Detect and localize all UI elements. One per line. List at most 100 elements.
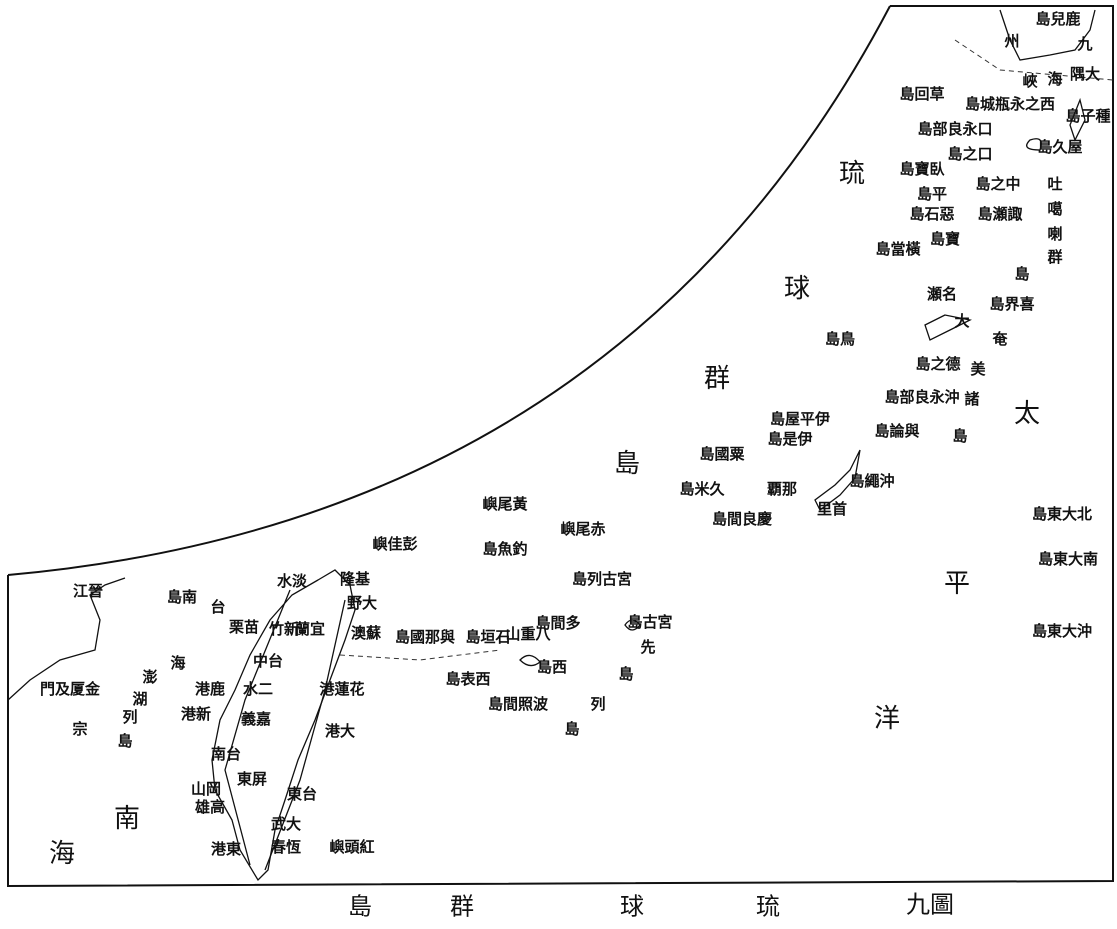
labels: 島兒鹿州 九峽海隅大島回草島城瓶永之西島子種島部良永口島之口 島久屋島寶臥島之中 吐島…: [40, 10, 1111, 921]
caption: 琉: [756, 893, 780, 921]
coastlines: [7, 9, 1096, 882]
region-label: 島: [614, 449, 640, 479]
place-label: 島兒鹿: [1035, 10, 1080, 28]
place-label: 島論與: [874, 422, 919, 440]
place-label: 港東: [211, 840, 241, 858]
region-label: 群: [704, 364, 730, 394]
region-label: 海: [49, 839, 75, 869]
place-label: 島: [1014, 265, 1029, 283]
place-label: 島間多: [535, 614, 580, 632]
caption: 球: [620, 893, 644, 921]
place-label: 奄: [991, 330, 1008, 348]
place-label: 水淡: [277, 572, 308, 590]
place-label: 武大: [271, 815, 301, 833]
place-label: 中台: [253, 652, 283, 670]
place-label: 島石惡: [909, 205, 954, 223]
place-label: 島表西: [445, 670, 490, 688]
place-label: 島古宮: [627, 613, 672, 631]
place-label: 竹新: [268, 620, 299, 638]
place-label: 島界喜: [989, 295, 1034, 313]
place-label: 南台: [211, 745, 241, 763]
place-label: 峽: [1022, 72, 1038, 90]
place-label: 島部良永口: [917, 120, 992, 138]
place-label: 島當橫: [875, 240, 920, 258]
place-label: 江晉: [73, 582, 103, 600]
region-label: 球: [784, 274, 810, 304]
place-label: 列: [122, 708, 137, 726]
frame: [7, 5, 1114, 888]
place-label: 栗苗: [229, 618, 259, 636]
place-label: 島之中: [975, 175, 1020, 193]
place-label: 東屏: [237, 770, 267, 788]
place-label: 島間照波: [488, 695, 549, 713]
place-label: 瀬名: [927, 285, 957, 303]
region-label: 平: [944, 569, 970, 599]
place-label: 吐: [1047, 175, 1062, 193]
place-label: 島之口: [947, 145, 992, 163]
place-label: 港蓮花: [319, 680, 364, 698]
place-label: 嶼尾黃: [482, 495, 527, 513]
place-label: 島是伊: [767, 430, 812, 448]
place-label: 島垣石: [465, 628, 510, 646]
place-label: 群: [1047, 248, 1062, 266]
place-label: 島南: [167, 588, 197, 606]
place-label: 島瀬諏: [977, 205, 1022, 223]
region-label: 太: [1014, 399, 1040, 429]
place-label: 海: [1047, 70, 1062, 88]
place-label: 島寶臥: [899, 160, 945, 178]
place-label: 大: [954, 312, 969, 330]
place-label: 嶼頭紅: [329, 838, 374, 856]
place-label: 港新: [181, 705, 211, 723]
place-label: 島東大沖: [1032, 622, 1092, 640]
place-label: 隅大: [1070, 65, 1100, 83]
place-label: 島: [618, 665, 633, 683]
place-label: 島屋平伊: [770, 410, 830, 428]
place-label: 島魚釣: [482, 540, 527, 558]
place-label: 港大: [325, 722, 355, 740]
place-label: 台: [210, 598, 225, 616]
place-label: 蘭宜: [295, 620, 325, 638]
place-label: 島東大北: [1032, 505, 1092, 523]
boundaries: [339, 39, 1114, 661]
place-label: 澎: [142, 668, 157, 686]
caption: 九圖: [906, 891, 954, 919]
place-label: 雄高: [194, 798, 225, 816]
place-label: 島城瓶永之西: [965, 95, 1055, 113]
place-label: 島久屋: [1037, 138, 1082, 156]
place-label: 島: [117, 732, 132, 750]
place-label: 島間良慶: [712, 510, 772, 528]
place-label: 島國粟: [699, 445, 745, 463]
place-label: 湖: [132, 690, 147, 708]
place-label: 島部良永沖: [884, 388, 959, 406]
place-label: 列: [590, 695, 605, 713]
place-label: 噶: [1047, 200, 1062, 218]
place-label: 島鳥: [825, 330, 855, 348]
place-label: 嶼佳彭: [372, 535, 417, 553]
place-label: 島寶: [930, 230, 960, 248]
place-label: 義嘉: [241, 710, 271, 728]
place-label: 港鹿: [195, 680, 225, 698]
region-label: 南: [114, 804, 140, 834]
place-label: 山岡: [191, 780, 221, 798]
place-label: 里首: [817, 500, 847, 518]
region-label: 琉: [839, 159, 865, 189]
place-label: 東台: [287, 785, 317, 803]
place-label: 山重八: [505, 625, 551, 643]
place-label: 島平: [917, 185, 947, 203]
place-label: 先: [640, 638, 655, 656]
caption: 群: [450, 893, 474, 921]
place-label: 島子種: [1065, 107, 1110, 125]
place-label: 島西: [537, 658, 567, 676]
place-label: 九: [1076, 35, 1092, 53]
place-label: 隆基: [340, 570, 371, 588]
place-label: 諸: [964, 390, 979, 408]
place-label: 美: [970, 360, 986, 378]
place-label: 島列古宮: [572, 570, 632, 588]
place-label: 島之德: [915, 355, 960, 373]
place-label: 島國那與: [395, 628, 455, 646]
place-label: 春恆: [271, 838, 301, 856]
caption: 島: [348, 893, 372, 921]
place-label: 宗: [72, 720, 87, 738]
place-label: 島回草: [899, 85, 944, 103]
